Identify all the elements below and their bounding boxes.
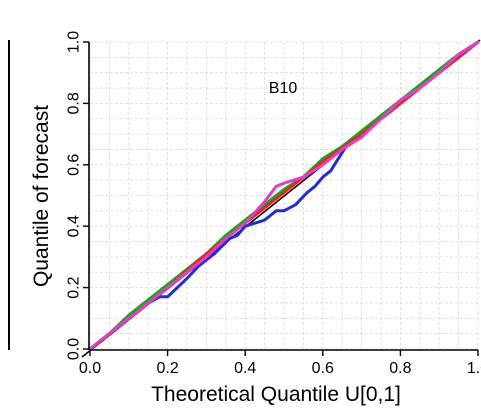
- axes: 0.0 0.2 0.4 0.6 0.8 1.0 0.0 0.2 0.4 0.6 0.8 1.0: [66, 31, 481, 377]
- y-tick-label: 0.2: [66, 276, 83, 298]
- grid: [89, 41, 479, 350]
- y-tick-label: 1.0: [66, 31, 83, 53]
- y-tick-label: 0.8: [66, 92, 83, 114]
- y-tick-label: 0.4: [66, 215, 83, 237]
- x-tick-label: 0.8: [389, 360, 411, 377]
- panel-label: B10: [269, 80, 298, 97]
- x-tick-label: 0.2: [156, 360, 178, 377]
- x-axis-title: Theoretical Quantile U[0,1]: [151, 383, 401, 406]
- x-tick-label: 1.0: [467, 360, 481, 377]
- series-line-4: [88, 40, 480, 351]
- series-layer: [88, 40, 480, 351]
- x-tick-label: 0.6: [312, 360, 334, 377]
- y-axis-title: Quantile of forecast: [30, 105, 53, 287]
- y-tick-label: 0.6: [66, 154, 83, 176]
- x-tick-label: 0.4: [234, 360, 256, 377]
- y-tick-label: 0.0: [66, 338, 83, 360]
- x-tick-label: 0.0: [79, 360, 101, 377]
